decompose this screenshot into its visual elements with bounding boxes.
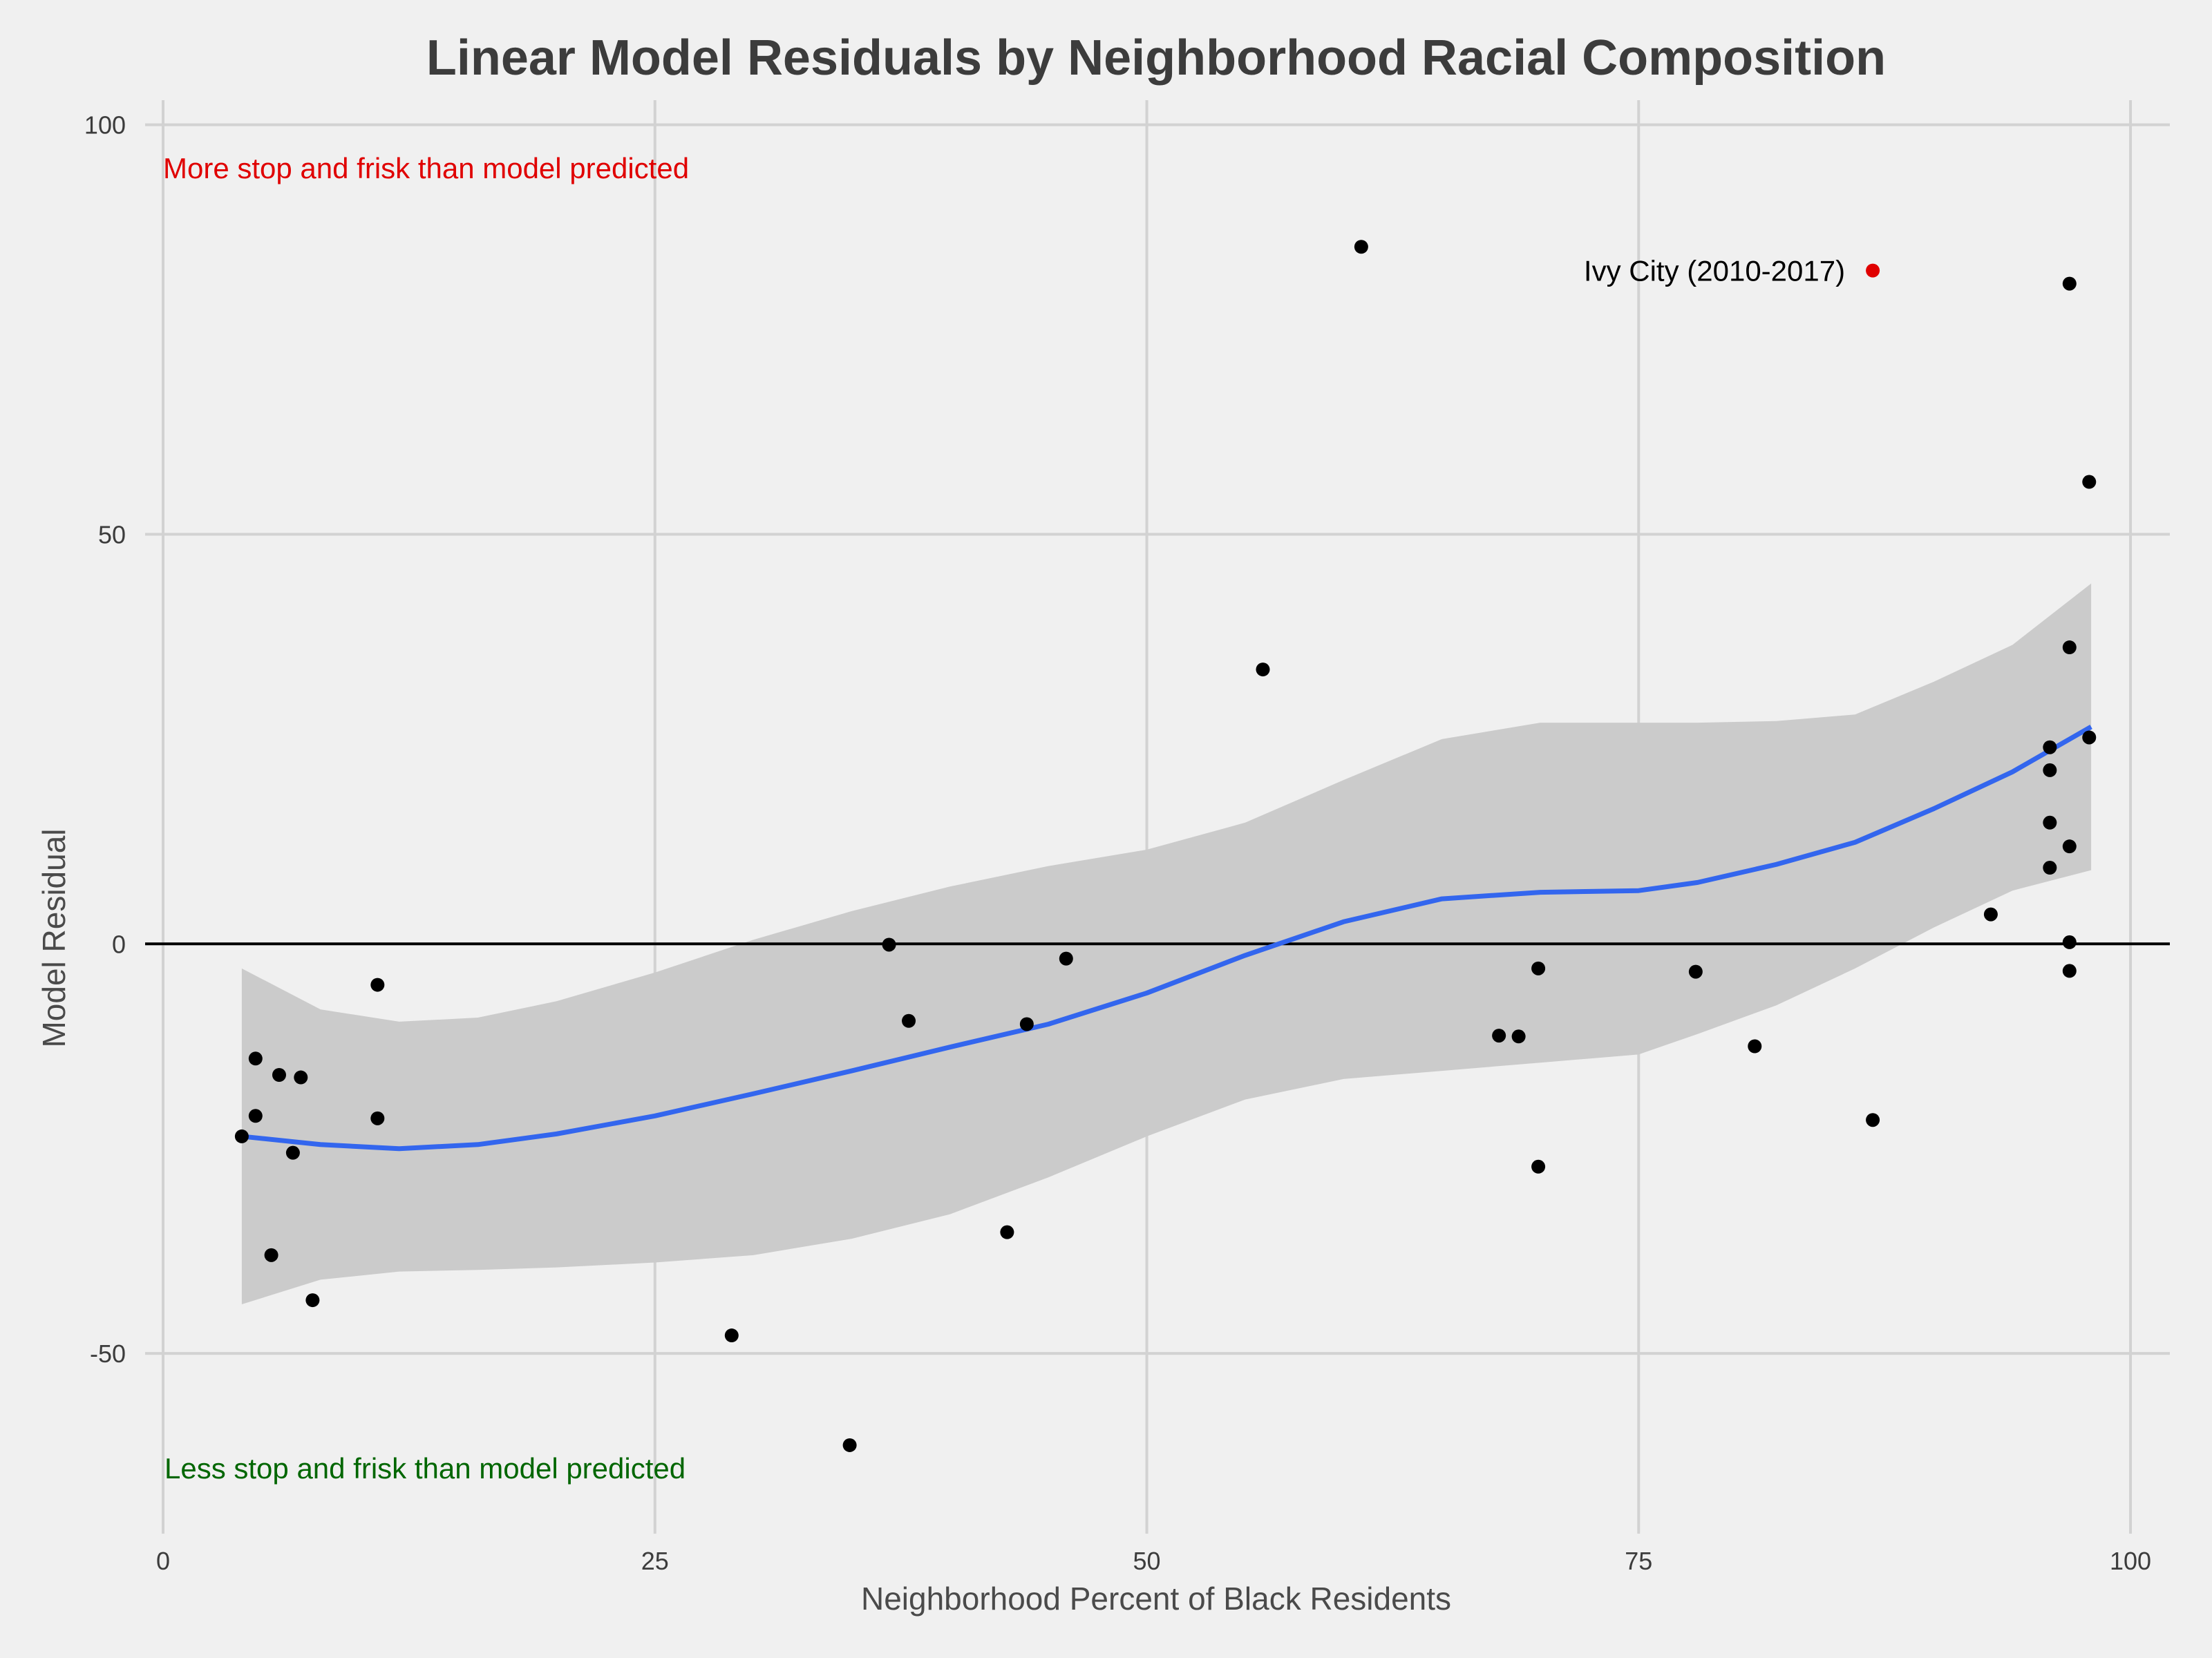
data-point bbox=[1354, 240, 1368, 254]
data-point bbox=[272, 1068, 286, 1082]
data-point bbox=[2062, 276, 2077, 291]
data-point bbox=[2062, 839, 2077, 854]
data-point bbox=[285, 1145, 300, 1160]
x-tick-label: 25 bbox=[641, 1547, 669, 1575]
x-axis-label: Neighborhood Percent of Black Residents bbox=[861, 1581, 1451, 1617]
data-point bbox=[234, 1129, 249, 1143]
data-point bbox=[1059, 951, 1073, 966]
data-point bbox=[902, 1013, 916, 1028]
data-point bbox=[2062, 964, 2077, 978]
data-point bbox=[1019, 1017, 1034, 1031]
data-point bbox=[2043, 763, 2057, 777]
x-tick-label: 75 bbox=[1625, 1547, 1652, 1575]
smooth-trend-line bbox=[241, 725, 2092, 1152]
data-point bbox=[248, 1051, 263, 1066]
annotation-less-stop-and-frisk: Less stop and frisk than model predicted bbox=[164, 1452, 686, 1485]
data-point bbox=[2062, 935, 2077, 949]
y-tick-label: 100 bbox=[84, 111, 126, 140]
tick-labels: 0 25 50 75 100 -50 0 50 100 bbox=[84, 111, 2151, 1575]
ivy-city-point bbox=[1866, 263, 1880, 278]
ivy-city-label: Ivy City (2010-2017) bbox=[1584, 255, 1845, 287]
data-point bbox=[1000, 1225, 1014, 1239]
data-point bbox=[2062, 640, 2077, 655]
data-point bbox=[305, 1293, 320, 1308]
data-point bbox=[724, 1328, 739, 1343]
data-point bbox=[1531, 1159, 1546, 1174]
data-point bbox=[1983, 907, 1998, 922]
data-point bbox=[2082, 730, 2097, 745]
y-tick-label: -50 bbox=[90, 1340, 126, 1368]
data-point bbox=[2082, 475, 2097, 489]
y-tick-label: 0 bbox=[112, 930, 126, 958]
data-point bbox=[2043, 815, 2057, 830]
y-tick-label: 50 bbox=[98, 520, 126, 549]
data-point bbox=[370, 978, 385, 992]
x-tick-label: 100 bbox=[2110, 1547, 2151, 1575]
data-point bbox=[1256, 663, 1270, 677]
data-point bbox=[248, 1109, 263, 1123]
x-tick-label: 0 bbox=[156, 1547, 170, 1575]
annotation-more-stop-and-frisk: More stop and frisk than model predicted bbox=[163, 152, 689, 184]
data-points bbox=[234, 240, 2097, 1452]
data-point bbox=[1492, 1029, 1506, 1043]
data-point bbox=[370, 1111, 385, 1125]
data-point bbox=[1688, 964, 1703, 979]
data-point bbox=[842, 1438, 857, 1452]
data-point bbox=[1531, 961, 1546, 975]
data-point bbox=[2043, 861, 2057, 875]
x-tick-label: 50 bbox=[1133, 1547, 1161, 1575]
data-point bbox=[2043, 740, 2057, 754]
data-point bbox=[1748, 1039, 1762, 1054]
data-point bbox=[264, 1248, 278, 1262]
y-axis-label: Model Residual bbox=[36, 828, 72, 1047]
data-point bbox=[1511, 1029, 1526, 1044]
data-point bbox=[882, 937, 896, 952]
data-point bbox=[1866, 1113, 1880, 1127]
smooth-line-group bbox=[241, 725, 2092, 1152]
data-point bbox=[294, 1070, 308, 1085]
chart-title: Linear Model Residuals by Neighborhood R… bbox=[426, 30, 1886, 86]
